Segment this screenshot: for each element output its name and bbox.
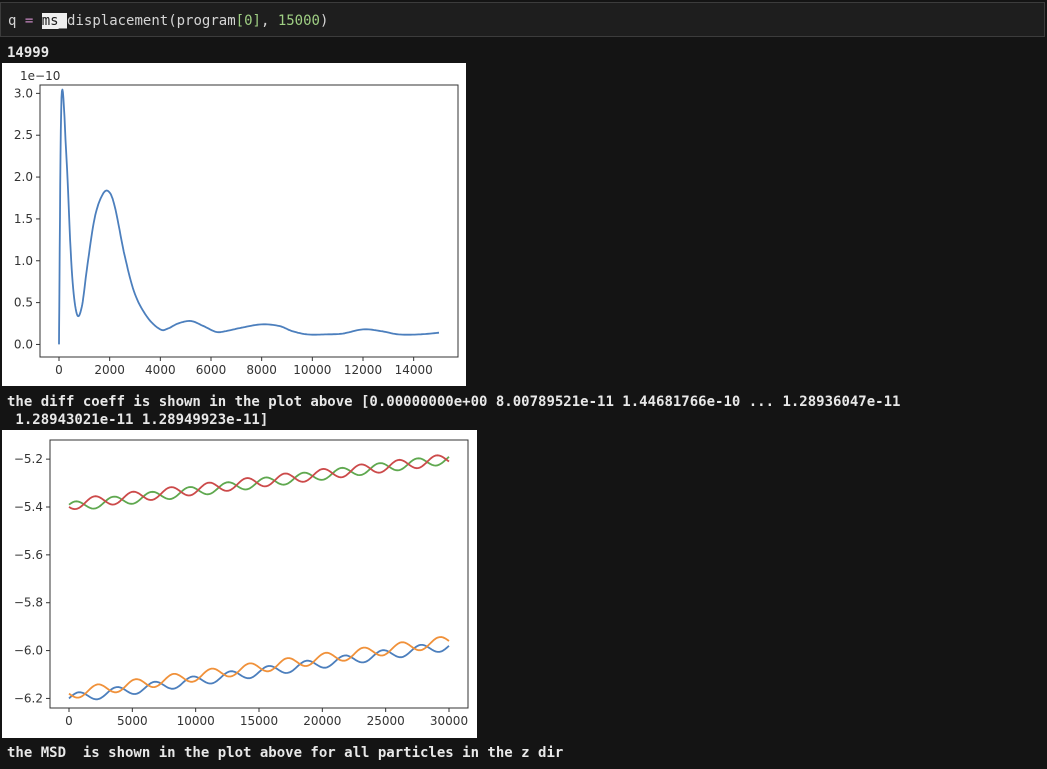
x-tick-label: 6000 — [196, 363, 227, 377]
code-operator: = — [24, 13, 34, 29]
y-tick-label: −5.8 — [14, 596, 43, 610]
plot-frame — [39, 84, 459, 358]
y-tick-label: −6.0 — [14, 644, 43, 658]
series-line-0 — [58, 88, 440, 345]
x-tick-label: 0 — [65, 714, 73, 728]
code-var: q — [8, 13, 17, 29]
x-tick-label: 20000 — [303, 714, 341, 728]
code-cell-input[interactable]: q = ms_displacement(program[0], 15000) — [0, 2, 1045, 37]
series-line-3 — [68, 454, 450, 510]
x-tick-label: 0 — [55, 363, 63, 377]
x-tick-label: 4000 — [145, 363, 176, 377]
diff-coeff-text-line2: 1.28943021e-11 1.28949923e-11] — [7, 412, 269, 428]
y-tick-label: 1.0 — [14, 254, 33, 268]
x-tick-label: 10000 — [293, 363, 331, 377]
y-tick-label: 0.0 — [14, 337, 33, 351]
y-tick-label: −5.6 — [14, 548, 43, 562]
diff-coeff-text-line1: the diff coeff is shown in the plot abov… — [7, 394, 901, 410]
y-tick-label: −5.2 — [14, 452, 43, 466]
code-function: displacement( — [67, 13, 177, 29]
y-tick-label: 1.5 — [14, 212, 33, 226]
series-line-0 — [68, 644, 450, 701]
code-line[interactable]: q = ms_displacement(program[0], 15000) — [8, 13, 328, 29]
code-selected-text: ms_ — [41, 13, 68, 29]
y-tick-label: 3.0 — [14, 86, 33, 100]
x-tick-label: 2000 — [94, 363, 125, 377]
series-line-1 — [68, 636, 450, 699]
code-bracket-open: [ — [235, 13, 245, 29]
x-tick-label: 14000 — [395, 363, 433, 377]
y-tick-label: 2.5 — [14, 128, 33, 142]
code-index: 0 — [244, 13, 253, 29]
code-close: ) — [319, 13, 329, 29]
y-offset-label: 1e−10 — [20, 69, 60, 83]
y-tick-label: 2.0 — [14, 170, 33, 184]
x-tick-label: 10000 — [177, 714, 215, 728]
y-tick-label: −5.4 — [14, 500, 43, 514]
x-tick-label: 15000 — [240, 714, 278, 728]
x-tick-label: 30000 — [430, 714, 468, 728]
x-tick-label: 5000 — [117, 714, 148, 728]
diff-coeff-plot: 0 2000 4000 6000 8000 10000 12000 14000 0.0 0.5 1.… — [2, 63, 466, 386]
code-arg2: 15000 — [277, 13, 320, 29]
code-comma: , — [260, 13, 278, 29]
output-count: 14999 — [7, 45, 50, 61]
code-bracket-close: ] — [252, 13, 261, 29]
msd-text: the MSD is shown in the plot above for a… — [7, 745, 564, 761]
x-tick-label: 25000 — [367, 714, 405, 728]
x-tick-label: 12000 — [344, 363, 382, 377]
series-line-2 — [68, 456, 450, 510]
code-arg1: program — [176, 13, 236, 29]
x-tick-label: 8000 — [246, 363, 277, 377]
diff-coeff-chart-svg: 0 2000 4000 6000 8000 10000 12000 14000 0.0 0.5 1.… — [14, 69, 459, 377]
msd-chart-svg: 0 5000 10000 15000 20000 25000 30000 −6.2 −6.0 −5… — [14, 439, 469, 728]
y-tick-label: 0.5 — [14, 296, 33, 310]
y-tick-label: −6.2 — [14, 691, 43, 705]
msd-plot: 0 5000 10000 15000 20000 25000 30000 −6.2 −6.0 −5… — [2, 430, 477, 738]
